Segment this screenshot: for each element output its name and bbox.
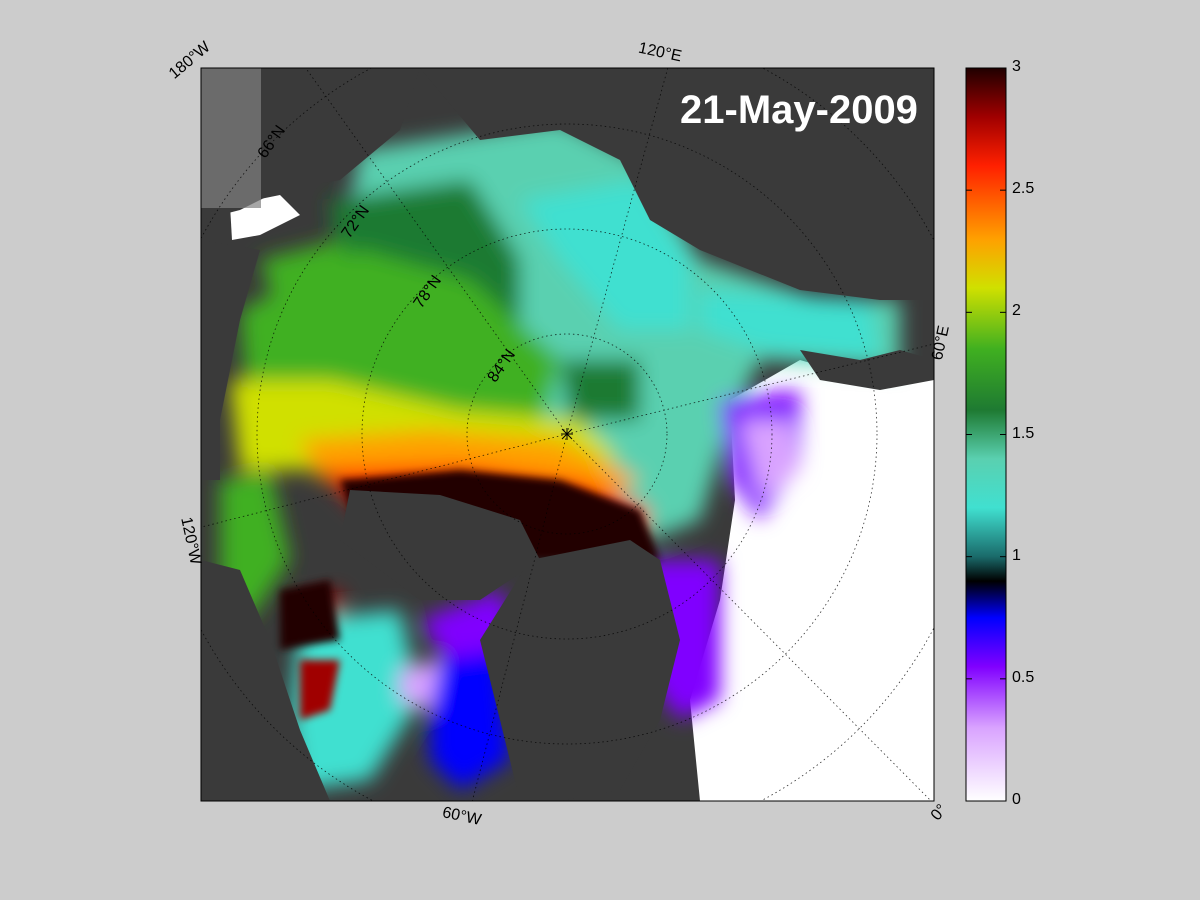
land-masses [201, 68, 934, 801]
land-scandinavia [800, 350, 934, 390]
meridian-60w [471, 433, 568, 801]
date-label: 21-May-2009 [680, 88, 918, 132]
meridian-0 [566, 433, 932, 801]
land-canada-west [201, 240, 260, 480]
colorbar-tick-label: 1 [1012, 546, 1021, 564]
graticule [201, 68, 934, 801]
meridian-120w [201, 433, 568, 528]
north-pole-marker [561, 428, 573, 440]
colorbar [965, 67, 1007, 802]
colorbar-tick-label: 2 [1012, 302, 1021, 320]
land-greenland [480, 540, 680, 801]
no-data-corner [201, 68, 261, 208]
colorbar-tick-label: 1.5 [1012, 424, 1035, 442]
colorbar-bar [966, 68, 1006, 801]
parallel-84n [466, 333, 668, 535]
colorbar-tick-label: 0 [1012, 791, 1021, 808]
colorbar-ticks [966, 67, 1006, 802]
land-canadian-archipelago [340, 490, 540, 600]
land-siberia-coast [420, 68, 934, 300]
meridian-180 [305, 68, 568, 435]
land-canada-east [201, 560, 330, 801]
map-area [201, 68, 934, 801]
parallel-72n [256, 123, 878, 745]
map-frame [200, 67, 935, 802]
parallel-78n [361, 228, 773, 640]
meridian-120e [566, 68, 669, 435]
colorbar-tick-label: 3 [1012, 58, 1021, 75]
meridian-60e [566, 343, 934, 435]
colorbar-tick-label: 2.5 [1012, 180, 1035, 198]
colorbar-tick-label: 0.5 [1012, 668, 1035, 686]
